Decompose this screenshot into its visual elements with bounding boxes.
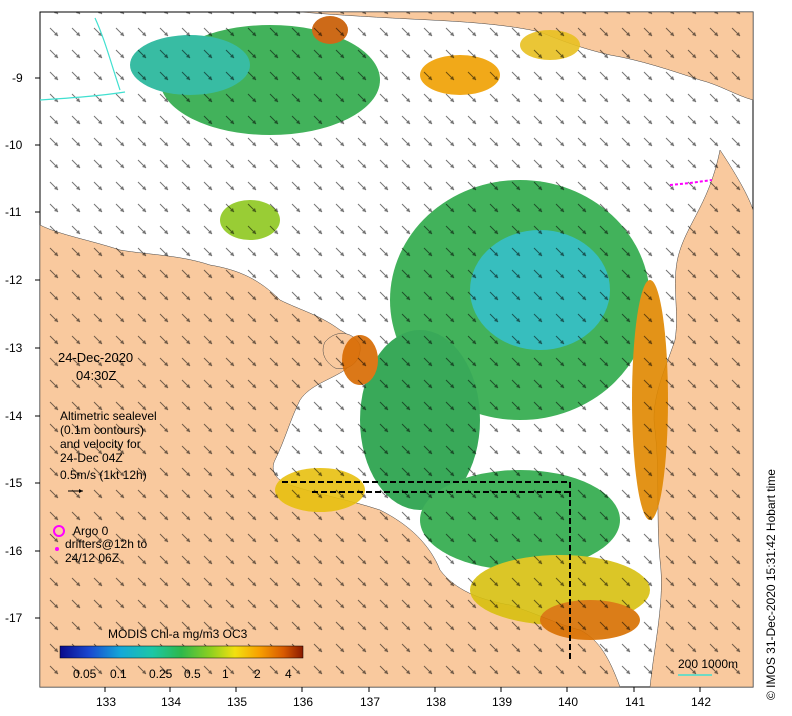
credit-text: © IMOS 31-Dec-2020 15:31:42 Hobart time: [764, 469, 778, 700]
lon-tick-133: 133: [96, 695, 117, 709]
lon-tick-137: 137: [360, 695, 381, 709]
colorbar-tick-1: 0.1: [110, 667, 127, 681]
lat-tick-16: -16: [5, 544, 23, 558]
colorbar-title: MODIS Chl-a mg/m3 OC3: [108, 627, 248, 641]
lat-tick-12: -12: [5, 273, 23, 287]
lat-tick-15: -15: [5, 476, 23, 490]
lat-tick-11: -11: [5, 205, 22, 219]
lon-tick-135: 135: [227, 695, 248, 709]
lat-tick-13: -13: [5, 341, 23, 355]
sealevel-note-3: and velocity for: [60, 437, 141, 451]
lon-tick-142: 142: [691, 695, 712, 709]
argo-label: Argo 0: [73, 524, 109, 538]
lon-tick-139: 139: [492, 695, 513, 709]
lat-tick-9: -9: [12, 71, 23, 85]
lon-tick-140: 140: [558, 695, 579, 709]
colorbar: [59, 645, 304, 659]
lon-tick-134: 134: [161, 695, 182, 709]
isobath-200m: [39, 17, 126, 101]
lat-tick-10: -10: [5, 138, 23, 152]
colorbar-tick-5: 2: [254, 667, 261, 681]
velocity-arrows: [40, 12, 753, 687]
colorbar-tick-2: 0.25: [149, 667, 173, 681]
colorbar-tick-4: 1: [222, 667, 229, 681]
drifters-label-2: 24/12 06Z: [65, 551, 120, 565]
depth-legend: 200 1000m: [678, 657, 739, 671]
map-date: 24-Dec-2020: [58, 350, 134, 365]
lat-tick-17: -17: [5, 611, 23, 625]
lat-tick-14: -14: [5, 409, 23, 423]
colorbar-tick-0: 0.05: [73, 667, 97, 681]
sampling-box: [282, 481, 571, 660]
sealevel-note-1: Altimetric sealevel: [60, 409, 157, 423]
lon-tick-141: 141: [625, 695, 646, 709]
colorbar-tick-6: 4: [285, 667, 292, 681]
axis-ticks: [35, 77, 701, 692]
velocity-scale-label: 0.5m/s (1kt 12h): [60, 468, 147, 482]
colorbar-tick-3: 0.5: [184, 667, 201, 681]
drifter-track: [669, 179, 713, 186]
argo-marker-icon: [53, 525, 65, 537]
map-time: 04:30Z: [76, 368, 117, 383]
lon-tick-136: 136: [293, 695, 314, 709]
velocity-scale-arrowhead: [79, 489, 83, 493]
sealevel-note-4: 24-Dec 04Z: [60, 451, 123, 465]
drifters-label-1: drifters@12h to: [65, 537, 148, 551]
drifter-marker-icon: [55, 547, 59, 551]
lon-tick-138: 138: [426, 695, 447, 709]
sealevel-note-2: (0.1m contours): [60, 423, 145, 437]
